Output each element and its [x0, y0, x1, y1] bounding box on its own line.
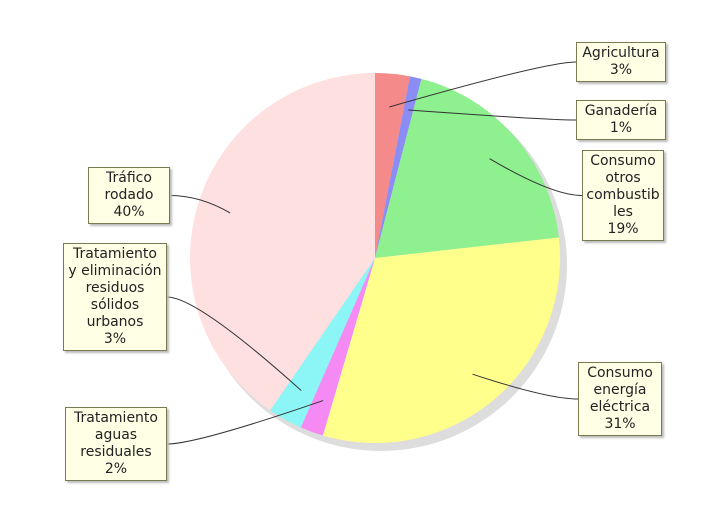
label-value: 31% [604, 416, 636, 432]
label-name: Consumo energía eléctrica [587, 365, 653, 415]
leader-line [169, 195, 231, 214]
label-value: 40% [113, 204, 145, 220]
label-value: 1% [609, 120, 633, 136]
slice-label: Tratamiento y eliminación residuos sólid… [63, 243, 167, 351]
label-name: Tratamiento y eliminación residuos sólid… [68, 246, 162, 330]
leader-line [472, 373, 579, 400]
slice-label: Consumo energía eléctrica 31% [578, 362, 662, 436]
pie-slice [375, 73, 411, 258]
pie-slice [322, 237, 560, 443]
label-name: Tráfico rodado [104, 170, 154, 203]
leader-line [389, 61, 577, 108]
leader-line [408, 109, 577, 121]
label-value: 2% [104, 461, 128, 477]
leader-line [489, 158, 583, 196]
slice-label: Tráfico rodado 40% [88, 167, 170, 224]
leader-line [166, 296, 302, 391]
slice-label: Tratamiento aguas residuales 2% [65, 407, 167, 481]
label-name: Consumo otros combustibles [586, 153, 660, 220]
slice-label: Consumo otros combustibles 19% [582, 150, 664, 241]
pie-slice [300, 258, 375, 436]
slice-label: Agricultura 3% [576, 42, 666, 82]
pie-slice [270, 258, 375, 428]
label-value: 19% [607, 221, 639, 237]
pie-slice [190, 73, 375, 411]
label-name: Agricultura [582, 45, 660, 61]
label-value: 3% [103, 331, 127, 347]
leader-line [166, 400, 324, 445]
slice-label: Ganadería 1% [576, 100, 666, 140]
pie-slice [375, 78, 559, 258]
label-value: 3% [609, 62, 633, 78]
label-name: Tratamiento aguas residuales [74, 410, 158, 460]
label-name: Ganadería [584, 103, 658, 119]
pie-slice [375, 76, 422, 258]
